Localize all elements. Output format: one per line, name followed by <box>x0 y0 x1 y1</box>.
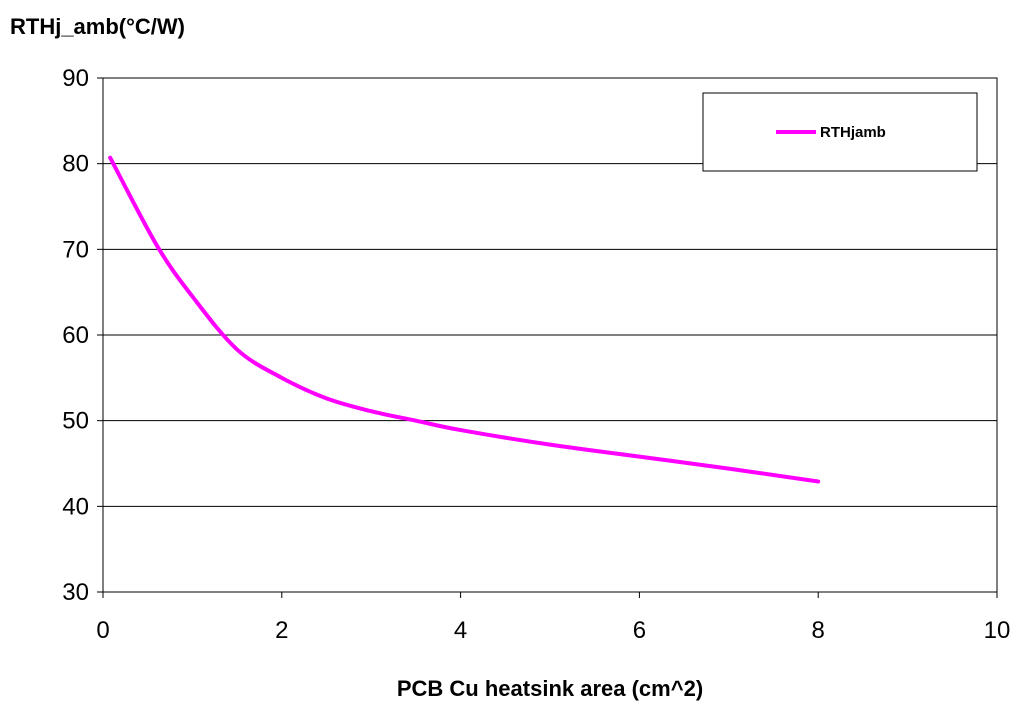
y-tick-label: 30 <box>62 579 89 606</box>
x-tick-label: 8 <box>812 617 825 644</box>
y-tick-labels: 30 40 50 60 70 80 90 <box>62 65 103 606</box>
x-tick-label: 6 <box>633 617 646 644</box>
x-tick-labels: 0 2 4 6 8 10 <box>96 592 1010 644</box>
legend-label-rthjamb: RTHjamb <box>820 124 886 141</box>
y-tick-label: 50 <box>62 408 89 435</box>
series-lines <box>108 155 821 484</box>
series-line-rthjamb <box>108 155 821 484</box>
y-tick-label: 40 <box>62 493 89 520</box>
x-tick-label: 10 <box>984 617 1011 644</box>
x-axis-title: PCB Cu heatsink area (cm^2) <box>396 676 704 701</box>
y-tick-label: 80 <box>62 151 89 178</box>
legend: RTHjamb <box>702 92 978 172</box>
legend-box <box>702 92 978 172</box>
x-tick-label: 2 <box>275 617 288 644</box>
y-tick-label: 90 <box>62 65 89 92</box>
y-tick-label: 70 <box>62 236 89 263</box>
y-tick-label: 60 <box>62 322 89 349</box>
x-tick-label: 0 <box>96 617 109 644</box>
x-tick-label: 4 <box>454 617 467 644</box>
y-axis-title: RTHj_amb(°C/W) <box>10 14 186 39</box>
